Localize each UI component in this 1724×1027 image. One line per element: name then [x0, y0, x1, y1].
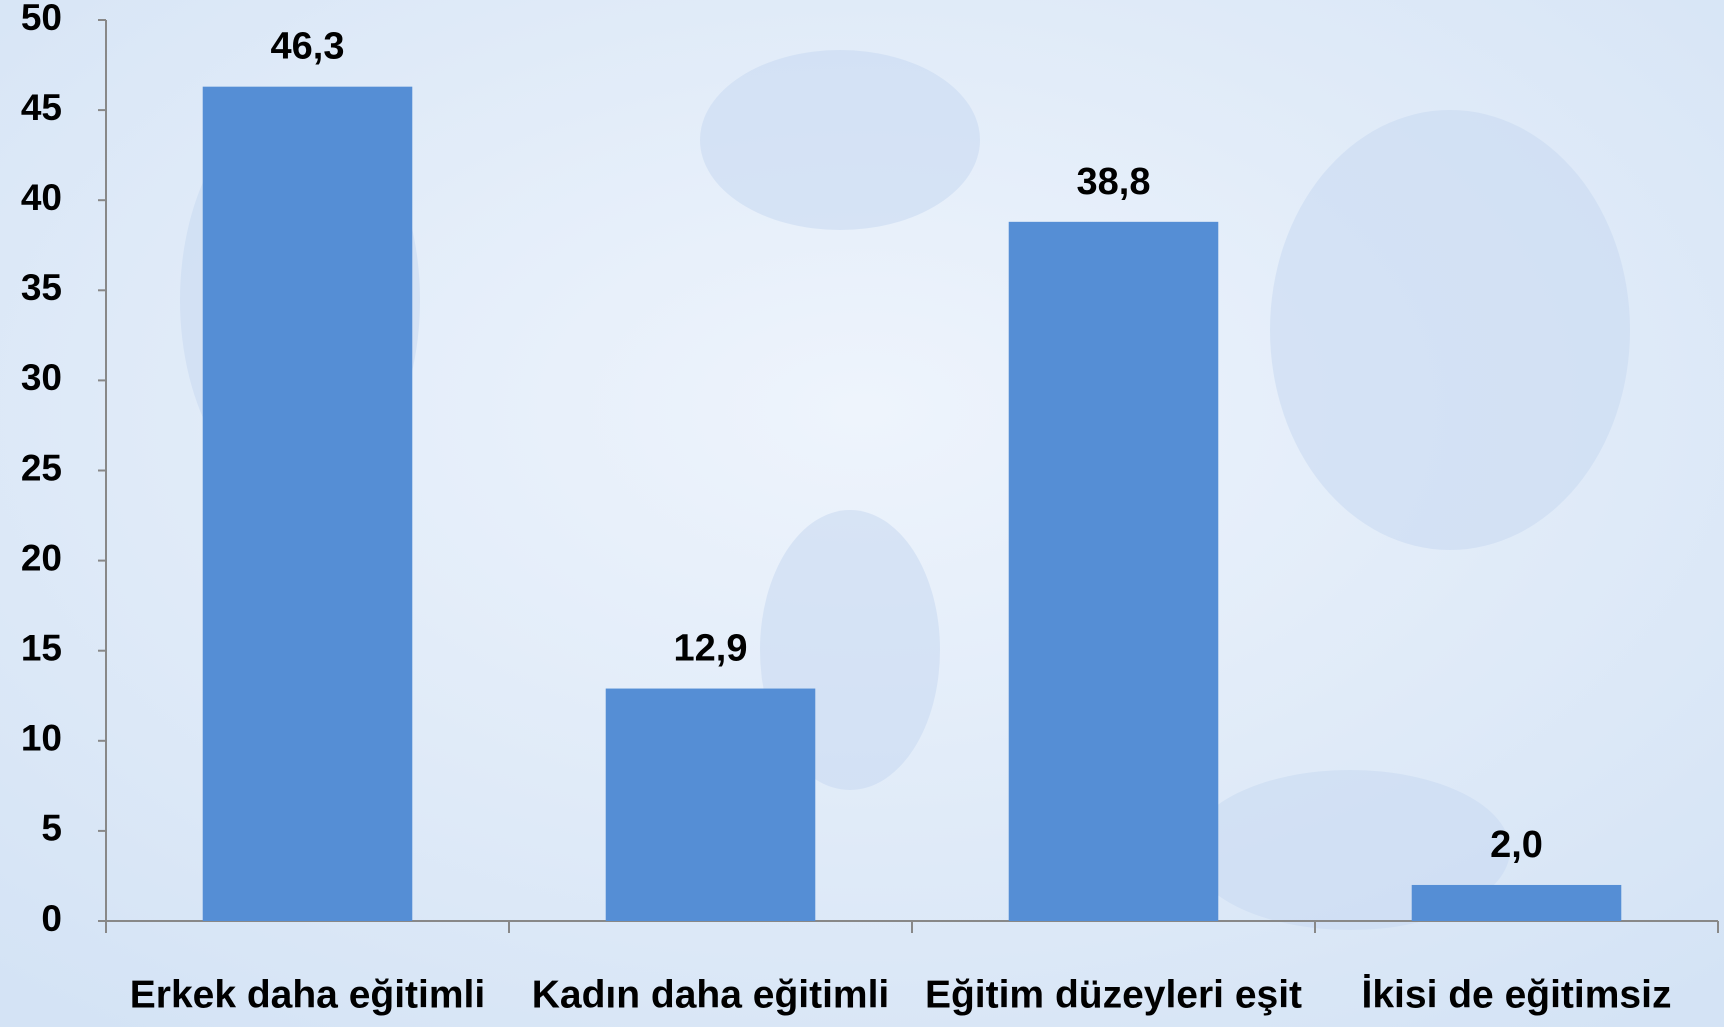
value-label: 46,3	[271, 26, 345, 68]
x-tick-label: Erkek daha eğitimli	[130, 973, 485, 1016]
bar	[203, 87, 413, 921]
y-tick-label: 10	[21, 718, 62, 759]
x-tick-label: İkisi de eğitimsiz	[1362, 973, 1672, 1016]
y-tick-label: 40	[21, 177, 62, 218]
x-tick-label: Eğitim düzeyleri eşit	[925, 973, 1302, 1016]
y-tick-label: 45	[21, 87, 62, 128]
y-tick-label: 5	[41, 808, 62, 849]
y-tick-label: 50	[21, 0, 62, 38]
y-tick-label: 25	[21, 447, 62, 488]
bar	[1412, 885, 1622, 921]
bar	[606, 689, 816, 921]
chart: 0 5 10 15 20 25 30 35 40 45 50 Erkek daha eğitimli 4…	[0, 0, 1724, 1027]
x-tick-label: Kadın daha eğitimli	[532, 973, 890, 1016]
y-tick-label: 35	[21, 267, 62, 308]
value-label: 38,8	[1077, 161, 1151, 203]
value-label: 2,0	[1490, 824, 1543, 866]
y-tick-label: 15	[21, 627, 62, 668]
y-tick-label: 20	[21, 537, 62, 578]
page: {"chart_data": {"type": "bar", "categori…	[0, 0, 1724, 1027]
value-label: 12,9	[674, 628, 748, 670]
y-tick-label: 0	[41, 898, 62, 939]
bar	[1009, 222, 1219, 921]
y-tick-label: 30	[21, 357, 62, 398]
